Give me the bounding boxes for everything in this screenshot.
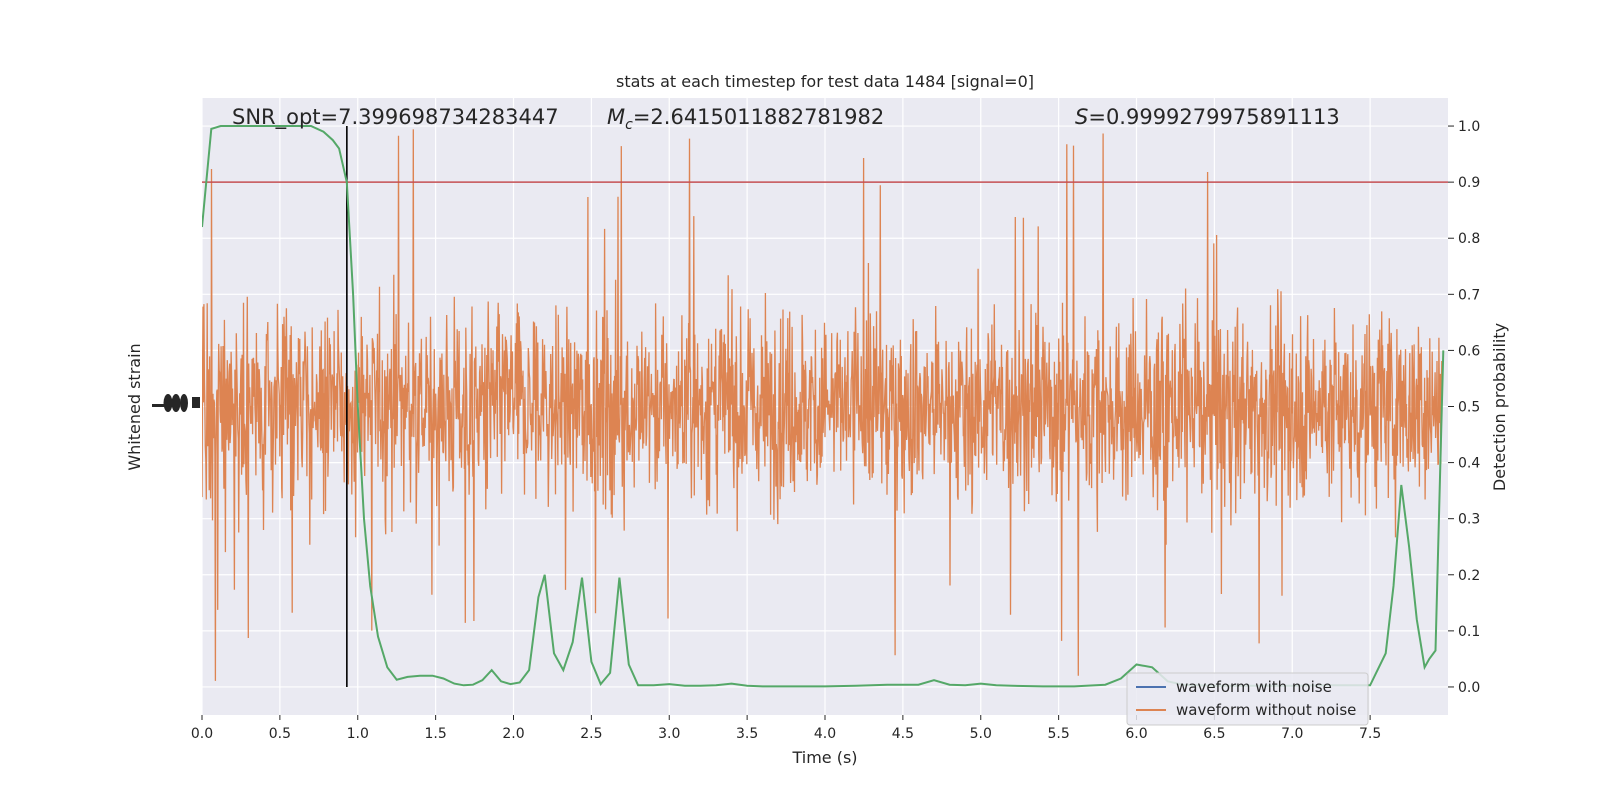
legend-label-with-noise: waveform with noise — [1176, 678, 1332, 696]
x-tick-label: 1.0 — [347, 726, 369, 742]
y-tick-label: 0.1 — [1458, 624, 1480, 640]
left-y-axis-label: Whitened strain — [125, 343, 144, 470]
s-annotation: S=0.9999279975891113 — [1075, 105, 1340, 129]
x-tick-label: 7.5 — [1359, 726, 1381, 742]
x-tick-label: 4.5 — [892, 726, 914, 742]
waveform-without-noise-series — [202, 129, 1443, 681]
chirp-mass-value: =2.6415011882781982 — [633, 105, 884, 129]
x-axis-ticks: 0.0 0.5 1.0 1.5 2.0 2.5 3.0 3.5 4.0 4.5 5.0 5.5 6.0 6… — [191, 715, 1381, 742]
left-y-axis-collapsed-ticks — [152, 394, 200, 412]
y-tick-label: 0.4 — [1458, 456, 1480, 472]
chirp-mass-subscript: c — [625, 117, 633, 133]
y-tick-label: 0.6 — [1458, 343, 1480, 359]
x-tick-label: 0.5 — [269, 726, 291, 742]
chart-title: stats at each timestep for test data 148… — [616, 72, 1034, 91]
chirp-mass-symbol: M — [607, 105, 625, 129]
x-axis-label: Time (s) — [791, 748, 857, 767]
y-tick-label: 0.5 — [1458, 400, 1480, 416]
x-tick-label: 2.5 — [580, 726, 602, 742]
snr-annotation: SNR_opt=7.399698734283447 — [232, 105, 559, 130]
y-tick-label: 0.3 — [1458, 512, 1480, 528]
y-tick-label: 0.7 — [1458, 287, 1480, 303]
s-value: =0.9999279975891113 — [1088, 105, 1339, 129]
x-tick-label: 5.0 — [970, 726, 992, 742]
legend: waveform with noise waveform without noi… — [1126, 672, 1369, 726]
legend-box — [1126, 672, 1369, 726]
y-tick-label: 0.9 — [1458, 175, 1480, 191]
x-tick-label: 1.5 — [424, 726, 446, 742]
x-tick-label: 7.0 — [1281, 726, 1303, 742]
x-tick-label: 5.5 — [1047, 726, 1069, 742]
waveform-without-noise-line — [202, 129, 1443, 681]
legend-label-without-noise: waveform without noise — [1176, 701, 1356, 719]
x-tick-label: 3.5 — [736, 726, 758, 742]
y-tick-label: 0.0 — [1458, 680, 1480, 696]
y-tick-label: 0.2 — [1458, 568, 1480, 584]
x-tick-label: 0.0 — [191, 726, 213, 742]
x-tick-label: 6.0 — [1125, 726, 1147, 742]
x-tick-label: 2.0 — [502, 726, 524, 742]
s-symbol: S — [1075, 105, 1088, 129]
y-tick-label: 1.0 — [1458, 119, 1480, 135]
y-tick-label: 0.8 — [1458, 231, 1480, 247]
x-tick-label: 3.0 — [658, 726, 680, 742]
chirp-mass-annotation: Mc=2.6415011882781982 — [607, 105, 884, 133]
x-tick-label: 6.5 — [1203, 726, 1225, 742]
right-y-axis-ticks: 0.0 0.1 0.2 0.3 0.4 0.5 0.6 0.7 0.8 0.9 1.0 — [1448, 119, 1480, 696]
right-y-axis-label: Detection probability — [1490, 323, 1509, 491]
x-tick-label: 4.0 — [814, 726, 836, 742]
